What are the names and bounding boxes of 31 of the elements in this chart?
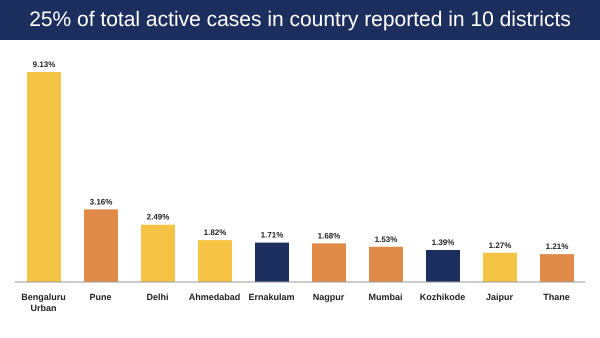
data-label: 9.13% bbox=[32, 60, 56, 69]
data-label: 2.49% bbox=[146, 212, 170, 222]
bar bbox=[141, 224, 175, 282]
x-tick-label: Mumbai bbox=[368, 292, 403, 302]
bar bbox=[426, 250, 460, 282]
bar bbox=[540, 254, 574, 282]
x-tick-label: Kozhikode bbox=[420, 292, 466, 302]
data-label: 1.27% bbox=[488, 240, 512, 250]
bar bbox=[369, 246, 403, 282]
x-tick-label: Pune bbox=[89, 292, 112, 302]
bar bbox=[483, 252, 517, 282]
x-tick-label: Delhi bbox=[146, 292, 169, 302]
bar bbox=[27, 72, 61, 282]
data-label: 1.68% bbox=[318, 231, 340, 240]
data-label: 1.39% bbox=[432, 238, 454, 248]
data-label: 3.16% bbox=[90, 197, 112, 206]
chart-title: 25% of total active cases in country reported in 10 districts bbox=[29, 8, 571, 32]
bar bbox=[312, 243, 346, 282]
bar bbox=[84, 209, 118, 282]
bar bbox=[255, 242, 289, 282]
data-label: 1.82% bbox=[204, 228, 226, 238]
x-tick-label: Ahmedabad bbox=[188, 292, 240, 302]
data-label: 1.71% bbox=[260, 230, 284, 240]
x-tick-label: Ernakulam bbox=[248, 292, 295, 302]
data-label: 1.53% bbox=[374, 234, 398, 244]
x-tick-label: Bengaluru Urban bbox=[21, 292, 66, 313]
x-tick-label: Thane bbox=[543, 292, 570, 302]
data-label: 1.21% bbox=[546, 242, 568, 252]
x-tick-label: Jaipur bbox=[486, 292, 514, 302]
x-tick-label: Nagpur bbox=[312, 292, 345, 302]
bar bbox=[198, 240, 232, 282]
